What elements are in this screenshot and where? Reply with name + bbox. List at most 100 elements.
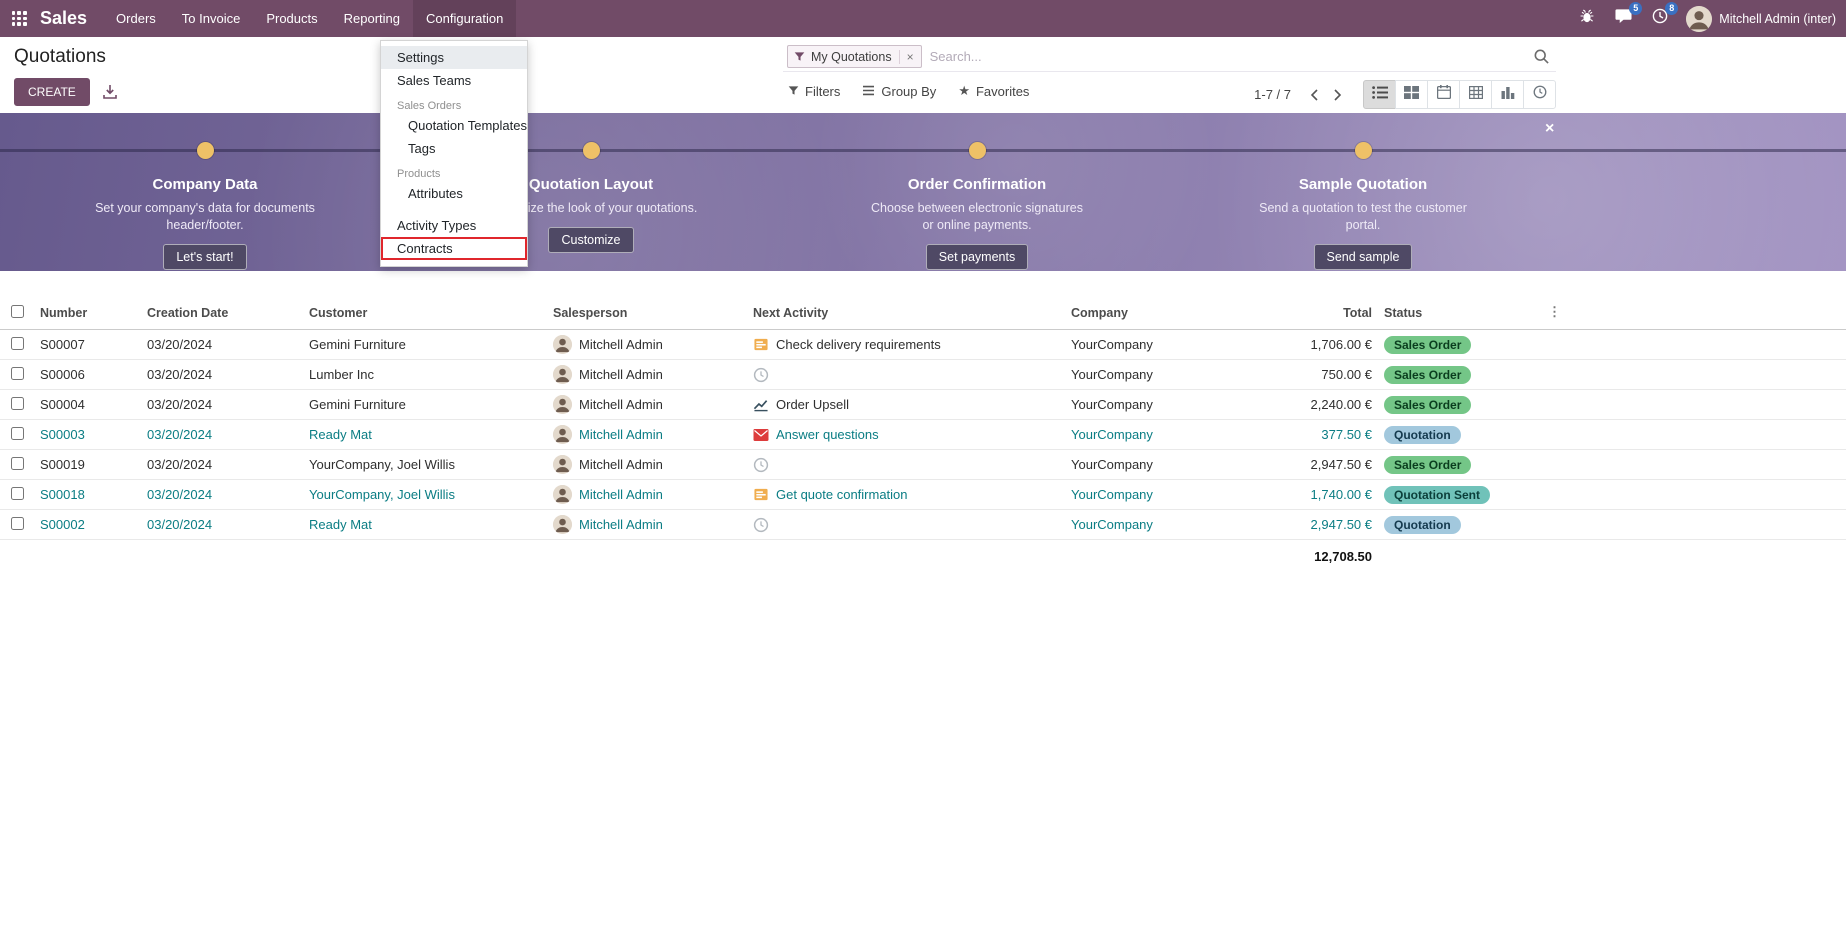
row-company: YourCompany: [1067, 389, 1300, 420]
onboarding-step-company-data: Company Data Set your company's data for …: [12, 113, 398, 270]
user-menu[interactable]: Mitchell Admin (inter): [1678, 5, 1846, 32]
table-row-s00006[interactable]: S00006 03/20/2024 Lumber Inc Mitchell Admin…: [0, 359, 1846, 390]
top-navbar: Sales Orders To Invoice Products Reporting C…: [0, 0, 1846, 37]
debug-button[interactable]: [1569, 0, 1605, 37]
step-description: Choose between electronic signatures or …: [871, 201, 1083, 232]
table-row-s00004[interactable]: S00004 03/20/2024 Gemini Furniture Mitchell…: [0, 389, 1846, 420]
row-checkbox[interactable]: [10, 426, 24, 440]
view-switch-activity-button[interactable]: [1523, 80, 1556, 109]
footer-total-sum: 12,708.50: [1314, 549, 1372, 564]
export-icon[interactable]: [102, 84, 118, 100]
menu-item-quotation-templates[interactable]: Quotation Templates: [408, 118, 527, 133]
nav-item-products[interactable]: Products: [266, 11, 318, 26]
quotations-list-view: Number Creation Date Customer Salesperso…: [0, 297, 1846, 573]
activity-envelope-icon[interactable]: [753, 428, 769, 442]
table-row-s00018[interactable]: S00018 03/20/2024 YourCompany, Joel Willis…: [0, 479, 1846, 510]
column-customer[interactable]: Customer: [305, 297, 549, 330]
row-status: Sales Order: [1380, 389, 1846, 420]
menu-item-sales-teams[interactable]: Sales Teams: [397, 73, 472, 88]
activity-tasks-icon[interactable]: [753, 487, 769, 502]
row-checkbox[interactable]: [10, 516, 24, 530]
row-creation-date: 03/20/2024: [143, 359, 305, 390]
table-row-s00007[interactable]: S00007 03/20/2024 Gemini Furniture Mitchell…: [0, 329, 1846, 360]
row-creation-date: 03/20/2024: [143, 509, 305, 540]
row-checkbox[interactable]: [10, 486, 24, 500]
group-by-button[interactable]: Group By: [862, 84, 936, 99]
favorites-button[interactable]: ★ Favorites: [958, 83, 1029, 99]
column-number[interactable]: Number: [36, 297, 143, 330]
activity-label[interactable]: Get quote confirmation: [776, 487, 908, 502]
row-select-cell: [0, 359, 36, 390]
view-switch-pivot-button[interactable]: [1459, 80, 1492, 109]
optional-columns-toggle-icon[interactable]: ⋮: [1548, 304, 1562, 319]
nav-item-configuration[interactable]: Configuration: [413, 0, 517, 37]
salesperson-avatar: [553, 395, 572, 414]
menu-item-contracts[interactable]: Contracts: [381, 237, 527, 260]
activity-label[interactable]: Answer questions: [776, 427, 879, 442]
activity-wrap: Check delivery requirements: [753, 337, 1061, 352]
filters-button[interactable]: Filters: [788, 84, 840, 99]
menu-item-attributes[interactable]: Attributes: [408, 186, 463, 201]
activity-label[interactable]: Order Upsell: [776, 397, 849, 412]
apps-menu-button[interactable]: [0, 0, 38, 37]
row-customer: YourCompany, Joel Willis: [305, 479, 549, 510]
row-checkbox[interactable]: [10, 396, 24, 410]
navbar-menus: Orders To Invoice Products Reporting Configu…: [103, 0, 517, 37]
select-all-checkbox[interactable]: [10, 305, 24, 318]
favorites-label: Favorites: [975, 83, 1030, 99]
salesperson-wrap: Mitchell Admin: [553, 515, 743, 534]
activity-chart-icon[interactable]: [753, 397, 769, 412]
table-row-s00002[interactable]: S00002 03/20/2024 Ready Mat Mitchell Admin Y…: [0, 509, 1846, 540]
row-status: Sales Order: [1380, 329, 1846, 360]
activity-clock-icon[interactable]: [753, 517, 769, 533]
activity-clock-icon[interactable]: [753, 367, 769, 383]
nav-item-to-invoice[interactable]: To Invoice: [181, 11, 241, 26]
column-total[interactable]: Total: [1300, 297, 1380, 330]
step-button-set-payments[interactable]: Set payments: [925, 243, 1029, 270]
menu-item-settings[interactable]: Settings: [381, 46, 527, 69]
row-total: 2,947.50 €: [1300, 449, 1380, 480]
column-salesperson[interactable]: Salesperson: [549, 297, 749, 330]
row-customer: Ready Mat: [305, 419, 549, 450]
nav-item-orders[interactable]: Orders: [116, 11, 156, 26]
user-name: Mitchell Admin (inter): [1719, 11, 1836, 26]
column-status[interactable]: Status ⋮: [1380, 297, 1846, 330]
create-button[interactable]: CREATE: [14, 78, 90, 106]
activity-clock-icon[interactable]: [753, 457, 769, 473]
app-brand[interactable]: Sales: [40, 8, 88, 28]
activity-label[interactable]: Check delivery requirements: [776, 337, 941, 352]
table-row-s00019[interactable]: S00019 03/20/2024 YourCompany, Joel Willis…: [0, 449, 1846, 480]
column-creation-date[interactable]: Creation Date: [143, 297, 305, 330]
row-next-activity: [749, 509, 1067, 540]
step-button-send-sample[interactable]: Send sample: [1313, 243, 1413, 270]
view-switch-list-button[interactable]: [1363, 80, 1396, 109]
activities-button[interactable]: 8: [1642, 0, 1679, 37]
banner-close-button[interactable]: ×: [1545, 120, 1555, 137]
search-input[interactable]: [929, 49, 1525, 64]
pager-previous-button[interactable]: [1303, 85, 1326, 105]
search-icon[interactable]: [1533, 48, 1552, 65]
activity-tasks-icon[interactable]: [753, 337, 769, 352]
step-button-customize[interactable]: Customize: [548, 226, 634, 253]
menu-item-activity-types[interactable]: Activity Types: [397, 218, 477, 233]
step-button-let-s-start[interactable]: Let's start!: [163, 243, 247, 270]
column-next-activity[interactable]: Next Activity: [749, 297, 1067, 330]
row-checkbox[interactable]: [10, 456, 24, 470]
view-switch-graph-button[interactable]: [1491, 80, 1524, 109]
nav-item-reporting[interactable]: Reporting: [343, 11, 401, 26]
view-switch-kanban-button[interactable]: [1395, 80, 1428, 109]
menu-item-tags[interactable]: Tags: [408, 141, 436, 156]
row-company: YourCompany: [1067, 479, 1300, 510]
row-number: S00004: [36, 389, 143, 420]
salesperson-avatar: [553, 455, 572, 474]
row-checkbox[interactable]: [10, 366, 24, 380]
column-company[interactable]: Company: [1067, 297, 1300, 330]
row-total: 377.50 €: [1300, 419, 1380, 450]
view-switch-calendar-button[interactable]: [1427, 80, 1460, 109]
table-row-s00003[interactable]: S00003 03/20/2024 Ready Mat Mitchell Admin A…: [0, 419, 1846, 450]
facet-remove-button[interactable]: ×: [898, 49, 921, 64]
row-checkbox[interactable]: [10, 336, 24, 350]
pager-next-button[interactable]: [1326, 85, 1349, 105]
filter-facet-icon: [788, 51, 811, 62]
messages-button[interactable]: 5: [1605, 0, 1643, 37]
